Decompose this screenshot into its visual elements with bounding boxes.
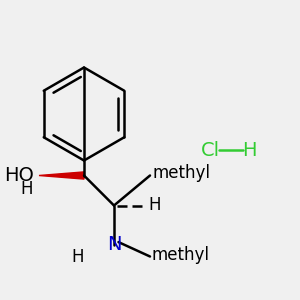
Text: H: H: [242, 140, 256, 160]
Polygon shape: [39, 172, 84, 179]
Text: N: N: [107, 235, 121, 254]
Text: Cl: Cl: [200, 140, 220, 160]
Text: H: H: [21, 180, 33, 198]
Text: methyl: methyl: [153, 164, 211, 181]
Text: H: H: [148, 196, 161, 214]
Text: methyl: methyl: [152, 246, 209, 264]
Text: HO: HO: [4, 166, 34, 185]
Text: H: H: [72, 248, 84, 266]
